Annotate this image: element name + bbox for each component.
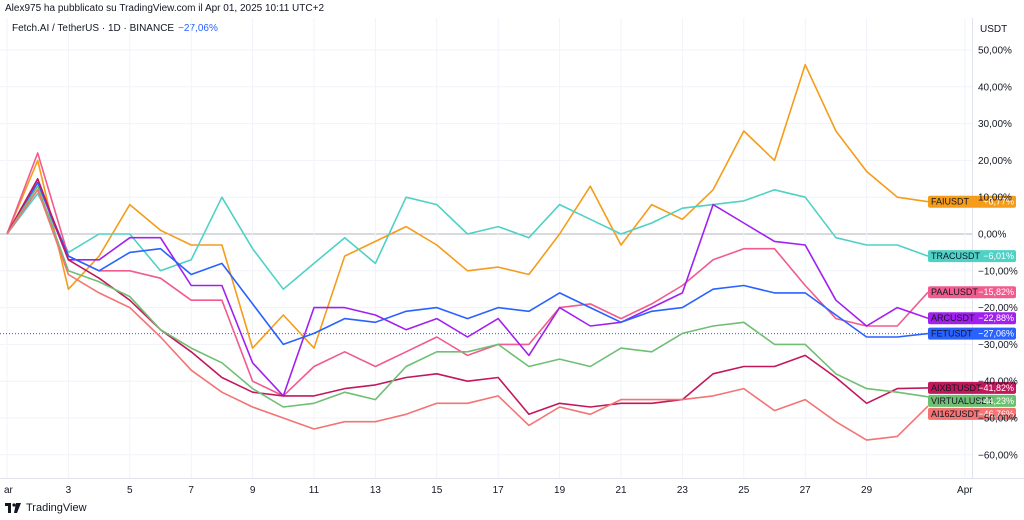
series-label-paalusdt: PAALUSDT −15,82%: [928, 286, 1016, 299]
series-label-ai16zusdt: AI16ZUSDT−46,76%: [928, 407, 1016, 420]
y-tick-label: −30,00%: [978, 340, 1018, 351]
x-tick-label: ar: [4, 485, 14, 496]
y-tick-label: −10,00%: [978, 266, 1018, 277]
series-label-change: −41,82%: [978, 383, 1014, 393]
series-label-name: FAIUSDT: [931, 197, 970, 207]
x-tick-label: 27: [800, 485, 812, 496]
series-label-faiusdt: FAIUSDT +8,77%: [928, 195, 1016, 208]
series-label-change: −15,82%: [978, 287, 1014, 297]
x-tick-label: 17: [493, 485, 505, 496]
x-tick-label: Apr: [957, 485, 973, 496]
series-label-fetusdt: FETUSDT −27,06%: [928, 327, 1016, 340]
x-tick-label: 21: [615, 485, 627, 496]
series-label-name: AIXBTUSDT: [931, 383, 982, 393]
publisher-bar: Alex975 ha pubblicato su TradingView.com…: [0, 0, 1024, 18]
series-labels: FAIUSDT +8,77% TRACUSDT −6,01% PAALUSDT −15,8…: [928, 195, 1016, 420]
x-tick-label: 29: [861, 485, 873, 496]
y-tick-label: 0,00%: [978, 230, 1006, 241]
series-label-name: FETUSDT: [931, 329, 973, 339]
x-tick-label: 13: [370, 485, 382, 496]
series-line-paalusdt[interactable]: [6, 152, 929, 397]
series-line-faiusdt[interactable]: [6, 63, 929, 349]
series-lines: [6, 63, 929, 441]
series-label-name: TRACUSDT: [931, 251, 981, 261]
series-line-virtualusdt[interactable]: [6, 185, 929, 408]
x-tick-label: 7: [188, 485, 194, 496]
x-tick-label: 15: [431, 485, 443, 496]
series-label-arcusdt: ARCUSDT −22,88%: [928, 312, 1016, 325]
series-label-change: −22,88%: [978, 313, 1014, 323]
symbol-legend[interactable]: Fetch.AI / TetherUS · 1D · BINANCE −27,06…: [12, 23, 218, 34]
y-tick-label: 10,00%: [978, 193, 1012, 204]
tradingview-logo-icon: [5, 503, 21, 513]
x-axis-ticks: ar 3 5 7 9 11 13 15 17 19 21 23 25 27 29 Apr: [4, 485, 973, 496]
series-label-name: ARCUSDT: [931, 313, 975, 323]
symbol-change: −27,06%: [178, 23, 218, 34]
y-tick-label: 40,00%: [978, 82, 1012, 93]
x-tick-label: 9: [250, 485, 256, 496]
y-tick-label: −50,00%: [978, 414, 1018, 425]
series-line-tracusdt[interactable]: [6, 189, 929, 291]
x-tick-label: 19: [554, 485, 566, 496]
series-label-tracusdt: TRACUSDT −6,01%: [928, 250, 1016, 263]
x-tick-label: 11: [309, 485, 320, 496]
time-axis-separator: [0, 478, 1024, 479]
series-line-ai16zusdt[interactable]: [6, 189, 929, 441]
y-tick-label: −20,00%: [978, 303, 1018, 314]
brand-name: TradingView: [26, 502, 87, 514]
grid-lines: [0, 18, 972, 478]
series-label-name: AI16ZUSDT: [931, 409, 980, 419]
symbol-name: Fetch.AI / TetherUS · 1D · BINANCE: [12, 23, 175, 34]
y-tick-label: −40,00%: [978, 377, 1018, 388]
x-tick-label: 3: [66, 485, 72, 496]
series-line-arcusdt[interactable]: [6, 181, 929, 397]
series-label-change: −27,06%: [978, 329, 1014, 339]
published-info: Alex975 ha pubblicato su TradingView.com…: [5, 3, 324, 14]
x-tick-label: 5: [127, 485, 133, 496]
y-axis-ticks: 50,00% 40,00% 30,00% 20,00% 10,00% 0,00% −10,0…: [978, 46, 1018, 462]
series-label-name: PAALUSDT: [931, 287, 978, 297]
y-tick-label: 30,00%: [978, 119, 1012, 130]
x-tick-label: 25: [738, 485, 750, 496]
footer-brand[interactable]: TradingView: [5, 500, 87, 516]
series-label-change: −6,01%: [983, 251, 1014, 261]
series-label-virtualusdt: VIRTUALUSDT−44,23%: [928, 394, 1016, 407]
x-tick-label: 23: [677, 485, 689, 496]
series-label-change: +8,77%: [983, 197, 1014, 207]
y-tick-label: 50,00%: [978, 46, 1012, 57]
series-label-change: −44,23%: [978, 396, 1014, 406]
y-tick-label: 20,00%: [978, 156, 1012, 167]
series-line-aixbtusdt[interactable]: [6, 178, 929, 416]
series-label-aixbtusdt: AIXBTUSDT−41,82%: [928, 381, 1016, 394]
price-axis-separator: [972, 18, 973, 478]
series-label-name: VIRTUALUSDT: [931, 396, 994, 406]
y-tick-label: −60,00%: [978, 450, 1018, 461]
currency-label: USDT: [980, 24, 1008, 35]
series-label-change: −46,76%: [978, 409, 1014, 419]
series-line-fetusdt[interactable]: [6, 181, 929, 346]
